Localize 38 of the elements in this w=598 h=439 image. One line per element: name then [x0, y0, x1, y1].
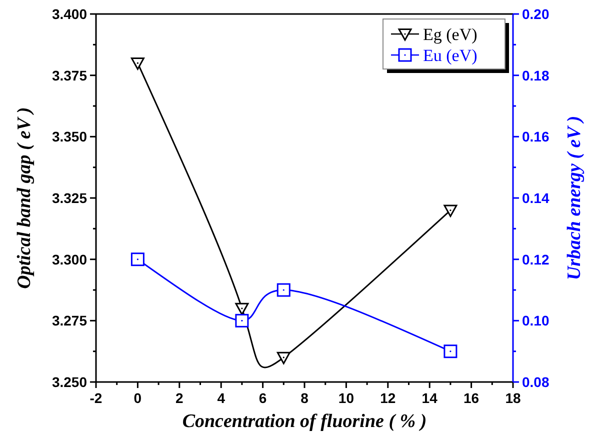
y-tick-label: 3.275 — [52, 312, 88, 329]
point — [130, 252, 144, 266]
point — [130, 58, 144, 70]
y-axis-title: Optical band gap ( eV ) — [14, 107, 35, 289]
y2-tick-label: 0.14 — [522, 190, 550, 206]
y2-tick-label: 0.18 — [522, 67, 550, 84]
x-tick-label: 12 — [380, 390, 396, 406]
y2-tick-label: 0.20 — [522, 6, 550, 22]
point — [444, 204, 458, 218]
x-tick-label: 14 — [422, 390, 438, 406]
point — [276, 283, 290, 297]
y-tick-label: 3.400 — [52, 6, 88, 22]
y-tick-label: 3.350 — [52, 128, 88, 145]
y2-tick-label: 0.16 — [522, 128, 550, 145]
x-tick-label: 8 — [300, 390, 309, 406]
y-tick-label: 3.250 — [52, 374, 88, 390]
y-tick-label: 3.375 — [52, 67, 88, 84]
x-tick-label: 16 — [464, 390, 480, 406]
x-tick-label: 18 — [505, 390, 521, 406]
y-tick-label: 3.300 — [52, 251, 88, 268]
y-tick-label: 3.325 — [52, 190, 88, 206]
point — [444, 344, 458, 358]
y2-axis-title: Urbach energy ( eV ) — [564, 116, 585, 280]
y2-tick-label: 0.08 — [522, 374, 550, 390]
x-tick-label: -2 — [90, 390, 102, 406]
y2-tick-label: 0.12 — [522, 251, 550, 268]
point — [235, 314, 249, 328]
legend-label: Eg (eV) — [423, 25, 478, 44]
x-tick-label: 10 — [338, 390, 354, 406]
x-tick-label: 6 — [258, 390, 267, 406]
x-tick-label: 2 — [176, 390, 184, 406]
point — [235, 302, 249, 316]
x-tick-label: 4 — [217, 390, 226, 406]
x-tick-label: 0 — [134, 390, 142, 406]
x-axis-title: Concentration of fluorine ( % ) — [182, 411, 427, 432]
y2-tick-label: 0.10 — [522, 312, 550, 329]
legend-label: Eu (eV) — [423, 46, 478, 65]
point — [276, 352, 290, 364]
